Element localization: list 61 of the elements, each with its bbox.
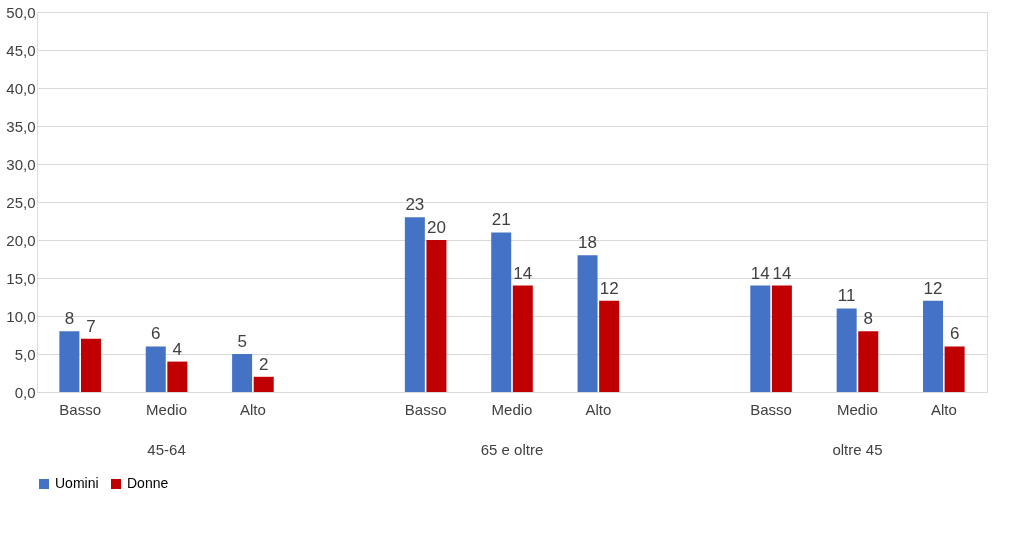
bar bbox=[836, 308, 857, 392]
y-tick-label: 30,0 bbox=[6, 155, 36, 173]
bar bbox=[944, 346, 965, 392]
x-tick-label: Alto bbox=[930, 400, 957, 418]
bar bbox=[145, 346, 166, 392]
bar bbox=[923, 300, 944, 392]
bar bbox=[167, 361, 188, 392]
y-tick-label: 50,0 bbox=[6, 3, 36, 21]
bar bbox=[512, 285, 533, 392]
y-tick-label: 20,0 bbox=[6, 231, 36, 249]
y-tick-label: 45,0 bbox=[6, 41, 36, 59]
data-label: 21 bbox=[491, 210, 511, 230]
data-label: 6 bbox=[151, 324, 161, 344]
data-label: 11 bbox=[837, 286, 856, 306]
text: 45-64 bbox=[147, 441, 186, 458]
x-tick-label: Medio bbox=[837, 400, 878, 418]
bar bbox=[577, 255, 598, 392]
y-tick-label: 40,0 bbox=[6, 79, 36, 97]
data-label: 14 bbox=[750, 263, 770, 283]
data-label: 12 bbox=[923, 278, 943, 298]
bar bbox=[404, 217, 425, 392]
x-tick-label: Alto bbox=[585, 400, 612, 418]
bar bbox=[750, 285, 771, 392]
data-label: 4 bbox=[172, 339, 183, 359]
y-tick-label: 10,0 bbox=[6, 307, 36, 325]
legend-label: Donne bbox=[127, 475, 169, 491]
y-tick-label: 35,0 bbox=[6, 117, 36, 135]
data-label: 6 bbox=[949, 324, 960, 344]
bar bbox=[491, 232, 512, 392]
x-tick-label: Basso bbox=[404, 400, 447, 418]
y-tick-label: 0,0 bbox=[14, 383, 36, 401]
data-label: 5 bbox=[237, 332, 247, 351]
y-tick-label: 25,0 bbox=[6, 193, 36, 211]
data-label: 23 bbox=[405, 195, 425, 215]
bar bbox=[599, 300, 620, 392]
text: oltre 45 bbox=[832, 441, 883, 458]
bar bbox=[80, 338, 101, 392]
bar bbox=[858, 331, 879, 392]
bar bbox=[771, 285, 792, 392]
legend-label: Uomini bbox=[55, 475, 99, 491]
bar bbox=[59, 331, 80, 392]
data-label: 12 bbox=[599, 278, 619, 298]
bar bbox=[253, 376, 274, 392]
data-label: 2 bbox=[258, 354, 269, 374]
x-tick-label: Medio bbox=[146, 400, 187, 418]
data-label: 8 bbox=[64, 309, 75, 329]
data-label: 14 bbox=[772, 263, 792, 283]
x-tick-label: Medio bbox=[491, 400, 533, 418]
x-tick-label: Alto bbox=[239, 400, 266, 418]
data-label: 18 bbox=[578, 233, 598, 253]
x-tick-label: Basso bbox=[59, 400, 102, 418]
y-tick-label: 5,0 bbox=[14, 345, 36, 363]
bar bbox=[426, 240, 447, 392]
bar bbox=[232, 354, 253, 392]
data-label: 7 bbox=[86, 316, 96, 336]
text: 65 e oltre bbox=[480, 441, 544, 458]
x-tick-label: Basso bbox=[750, 400, 792, 418]
data-label: 20 bbox=[426, 218, 446, 237]
data-label: 8 bbox=[863, 309, 873, 329]
y-tick-label: 15,0 bbox=[6, 269, 36, 287]
data-label: 14 bbox=[513, 263, 533, 283]
